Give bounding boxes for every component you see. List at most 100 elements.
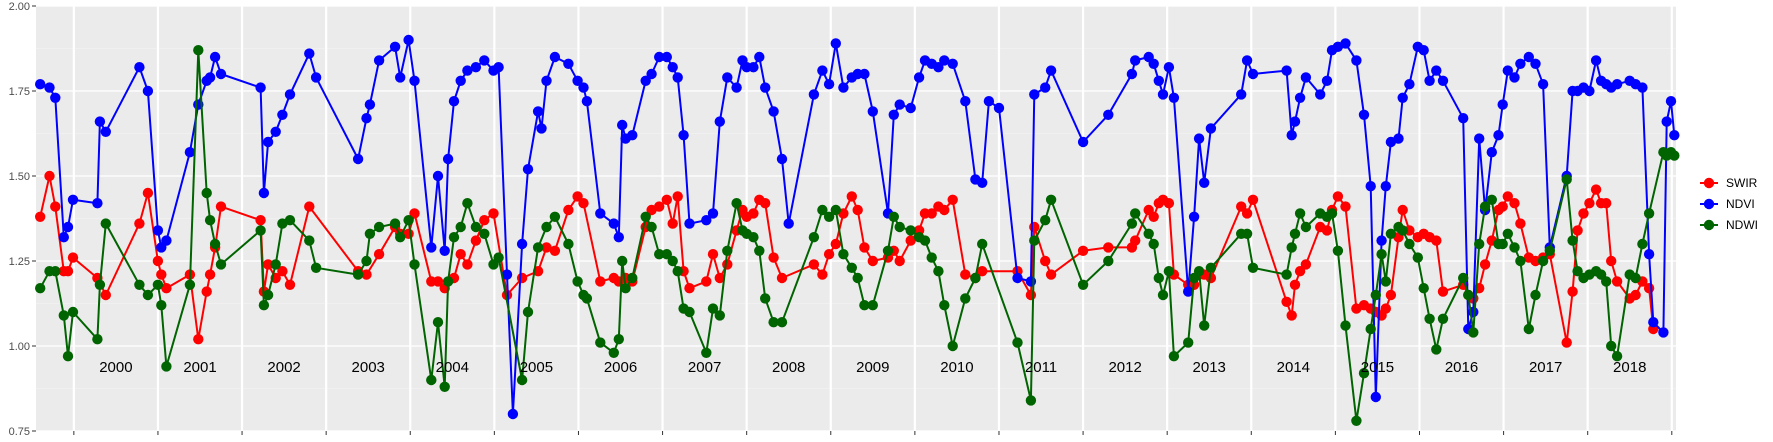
data-point-swir [905,235,916,246]
data-point-ndvi [215,68,227,80]
data-point-ndwi [1601,276,1612,287]
data-point-ndvi [1380,181,1392,192]
data-point-swir [1515,218,1526,229]
data-point-ndwi [100,218,112,229]
data-point-ndwi [215,259,227,270]
data-point-ndvi [1077,136,1089,148]
data-point-ndwi [455,221,466,233]
data-point-ndwi [1294,208,1306,219]
data-point-ndwi [361,255,372,267]
data-point-ndwi [1281,269,1292,280]
data-point-ndwi [1458,272,1469,284]
data-point-swir [1077,245,1089,256]
data-point-swir [947,194,958,205]
data-point-swir [1340,201,1351,212]
data-point-ndwi [1340,320,1351,331]
data-point-ndwi [541,221,552,233]
data-point-ndwi [201,187,212,199]
data-point-ndwi [1412,252,1424,263]
data-point-ndwi [817,204,828,216]
data-point-ndwi [67,306,79,318]
data-point-swir [462,259,473,270]
data-point-ndvi [1199,177,1210,188]
data-point-ndwi [479,228,490,239]
year-label: 2004 [436,359,469,376]
data-point-ndvi [776,153,788,165]
data-point-ndvi [67,194,79,205]
data-point-ndvi [888,109,899,121]
data-point-ndwi [1567,235,1578,246]
data-point-swir [44,170,55,182]
data-point-swir [1294,266,1306,277]
year-labels: 2000 2001 2002 2003 2004 2005 2006 2007 2008 2009… [99,359,1646,376]
data-point-ndvi [1029,89,1040,100]
data-point-swir [867,255,878,267]
data-point-swir [1332,191,1344,202]
data-point-ndwi [432,317,444,328]
data-point-ndwi [846,262,857,273]
data-point-ndwi [563,238,574,250]
data-point-ndwi [409,259,420,270]
data-point-ndvi [184,147,196,158]
data-point-ndwi [1424,313,1435,324]
data-point-ndvi [993,102,1005,114]
data-point-ndvi [1497,99,1508,110]
data-point-swir [830,238,841,250]
data-point-ndwi [808,232,820,243]
data-point-swir [409,208,420,219]
data-point-swir [748,208,759,219]
data-point-swir [672,191,683,202]
data-point-ndvi [204,72,216,83]
data-point-ndvi [1424,75,1435,87]
data-point-swir [1437,286,1449,297]
data-point-ndvi [1530,58,1541,69]
data-point-ndvi [1458,113,1469,124]
year-label: 2011 [1025,359,1057,376]
data-point-swir [1497,201,1508,212]
data-point-ndwi [448,232,460,243]
data-point-ndvi [913,72,925,83]
data-point-ndvi [760,82,771,93]
data-point-ndwi [1497,238,1508,250]
data-point-ndvi [1509,72,1520,83]
data-point-swir [939,204,950,216]
data-point-swir [142,187,154,199]
data-point-ndvi [1393,133,1404,144]
data-point-ndvi [448,96,460,107]
data-point-ndwi [284,215,296,226]
data-point-ndvi [1281,65,1292,76]
data-point-ndwi [1606,340,1617,352]
data-point-ndvi [1515,58,1526,69]
data-point-ndwi [1561,174,1572,185]
data-point-ndvi [142,85,154,97]
data-point-ndvi [1365,181,1376,192]
data-point-ndwi [304,235,315,246]
data-point-ndvi [507,408,519,420]
data-point-swir [1300,259,1312,270]
data-point-ndwi [919,235,931,246]
year-label: 2005 [520,359,553,376]
data-point-ndvi [209,51,221,63]
data-point-swir [1103,242,1114,253]
data-point-ndwi [933,266,944,277]
axes: 0.75 1.00 1.25 1.50 1.75 2.00 [9,1,1673,438]
data-point-swir [808,259,820,270]
data-point-swir [284,279,296,290]
data-point-ndwi [1509,242,1520,253]
data-point-ndvi [823,79,835,90]
data-point-ndvi [161,235,172,246]
data-point-ndwi [859,300,870,311]
data-point-swir [817,269,828,280]
data-point-swir [1040,255,1051,267]
data-point-swir [707,249,719,260]
data-point-swir [684,283,695,294]
data-point-swir [1397,204,1408,216]
data-point-ndvi [672,72,683,83]
data-point-ndvi [1294,92,1306,104]
data-point-ndwi [516,374,528,386]
data-point-swir [1148,211,1159,222]
data-point-ndvi [960,96,971,107]
year-label: 2009 [856,359,889,376]
data-point-ndvi [731,82,742,93]
data-point-ndwi [1103,255,1114,267]
